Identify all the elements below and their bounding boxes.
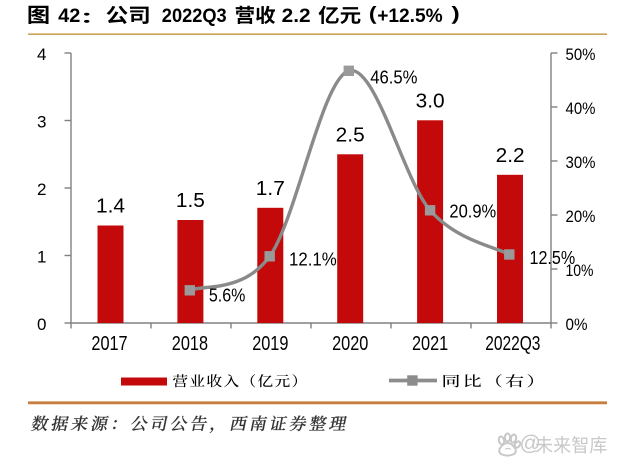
svg-text:2017: 2017 [91, 333, 127, 355]
svg-text:1.5: 1.5 [176, 190, 205, 212]
svg-text:@: @ [520, 432, 541, 455]
svg-text:2020: 2020 [332, 333, 368, 355]
svg-text:1.4: 1.4 [96, 196, 125, 218]
svg-text:30%: 30% [566, 153, 596, 172]
svg-text:0: 0 [37, 315, 46, 334]
svg-text:12.1%: 12.1% [289, 250, 337, 270]
svg-text:4: 4 [37, 45, 46, 64]
svg-text:5.6%: 5.6% [209, 286, 246, 306]
svg-text:2.2: 2.2 [496, 145, 525, 167]
svg-text:2: 2 [37, 180, 46, 199]
svg-text:42: 42 [58, 5, 80, 27]
svg-text:10%: 10% [566, 261, 594, 280]
svg-text:2.5: 2.5 [336, 125, 365, 147]
svg-text:40%: 40% [566, 99, 596, 118]
svg-text:2021: 2021 [412, 333, 448, 355]
svg-text:12.5%: 12.5% [530, 248, 576, 268]
svg-text:20%: 20% [566, 207, 596, 226]
svg-text:1.7: 1.7 [256, 178, 285, 200]
svg-text:2.2: 2.2 [282, 5, 311, 27]
svg-text:46.5%: 46.5% [370, 68, 417, 88]
svg-text:+12.5%: +12.5% [377, 5, 443, 27]
svg-text:2022Q3: 2022Q3 [485, 333, 540, 355]
svg-text:50%: 50% [566, 45, 596, 64]
svg-text:2018: 2018 [172, 333, 208, 355]
svg-text:20.9%: 20.9% [449, 202, 496, 222]
svg-text:3.0: 3.0 [416, 91, 445, 113]
svg-text:0%: 0% [566, 315, 588, 334]
svg-text:1: 1 [37, 248, 46, 267]
svg-text:2019: 2019 [252, 333, 288, 355]
svg-text:2022Q3: 2022Q3 [162, 5, 227, 27]
svg-text:3: 3 [37, 113, 46, 132]
